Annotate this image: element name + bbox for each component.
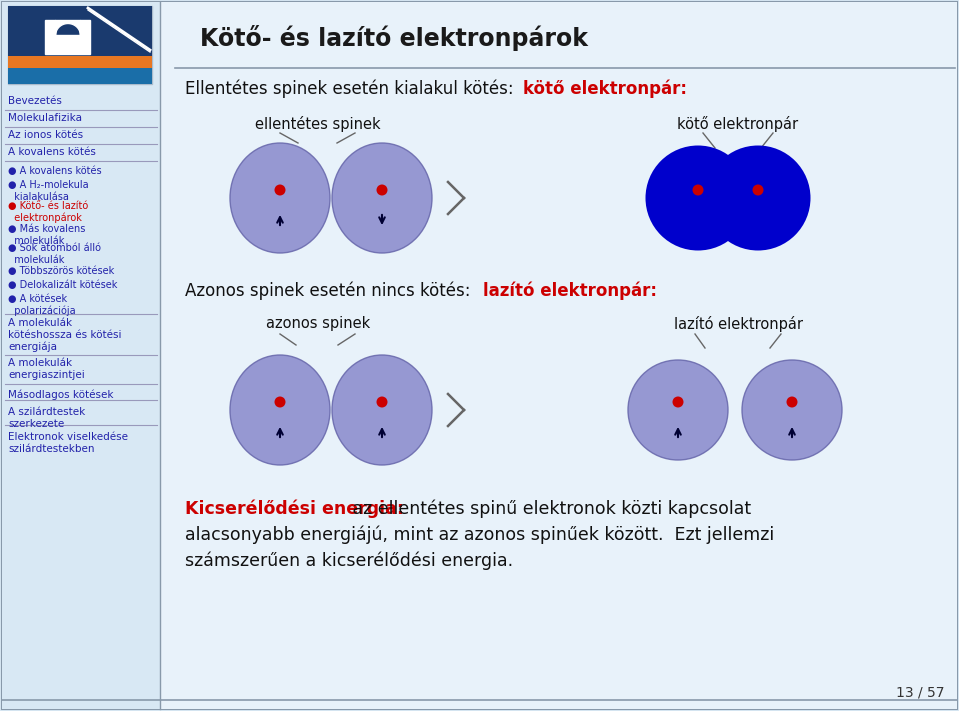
Circle shape <box>274 397 286 407</box>
Ellipse shape <box>332 355 432 465</box>
Text: Az ionos kötés: Az ionos kötés <box>8 130 83 140</box>
Text: 13 / 57: 13 / 57 <box>897 686 945 700</box>
Text: Kicserélődési energia:: Kicserélődési energia: <box>185 500 404 518</box>
Ellipse shape <box>230 143 330 253</box>
Circle shape <box>672 397 684 407</box>
Text: kötő elektronpár:: kötő elektronpár: <box>523 80 687 99</box>
Text: ● A H₂-molekula
  kialakulása: ● A H₂-molekula kialakulása <box>8 180 88 202</box>
Text: ellentétes spinek: ellentétes spinek <box>255 116 381 132</box>
Text: A szilárdtestek
szerkezete: A szilárdtestek szerkezete <box>8 407 85 429</box>
Text: alacsonyabb energiájú, mint az azonos spinűek között.  Ezt jellemzi: alacsonyabb energiájú, mint az azonos sp… <box>185 526 774 545</box>
Text: ● Többszörös kötések: ● Többszörös kötések <box>8 266 114 276</box>
Text: lazító elektronpár: lazító elektronpár <box>673 316 803 332</box>
FancyBboxPatch shape <box>8 56 152 68</box>
Circle shape <box>377 397 387 407</box>
Text: Bevezetés: Bevezetés <box>8 96 62 106</box>
Text: kötő elektronpár: kötő elektronpár <box>677 116 799 132</box>
Circle shape <box>274 184 286 196</box>
Circle shape <box>742 360 842 460</box>
Text: ● Kötő- és lazító
  elektronpárok: ● Kötő- és lazító elektronpárok <box>8 201 88 223</box>
Text: Elektronok viselkedése
szilárdtestekben: Elektronok viselkedése szilárdtestekben <box>8 432 128 454</box>
Circle shape <box>706 146 810 250</box>
Text: ● Sok atomból álló
  molekulák: ● Sok atomból álló molekulák <box>8 243 101 264</box>
Text: Ellentétes spinek esetén kialakul kötés:: Ellentétes spinek esetén kialakul kötés: <box>185 80 519 99</box>
Text: ● Más kovalens
  molekulák: ● Más kovalens molekulák <box>8 224 85 245</box>
Text: A kovalens kötés: A kovalens kötés <box>8 147 96 157</box>
Text: lazító elektronpár:: lazító elektronpár: <box>483 282 657 301</box>
Circle shape <box>377 184 387 196</box>
Ellipse shape <box>332 143 432 253</box>
Text: ● A kötések
  polarizációja: ● A kötések polarizációja <box>8 294 76 316</box>
Text: számszerűen a kicserélődési energia.: számszerűen a kicserélődési energia. <box>185 552 513 570</box>
Circle shape <box>753 184 763 196</box>
FancyBboxPatch shape <box>160 2 957 709</box>
Circle shape <box>786 397 798 407</box>
Circle shape <box>628 360 728 460</box>
Text: Másodlagos kötések: Másodlagos kötések <box>8 390 113 400</box>
Text: ● Delokalizált kötések: ● Delokalizált kötések <box>8 280 117 290</box>
FancyBboxPatch shape <box>8 6 152 84</box>
Text: azonos spinek: azonos spinek <box>266 316 370 331</box>
Text: A molekulák
kötéshossza és kötési
energiája: A molekulák kötéshossza és kötési energi… <box>8 318 122 352</box>
Text: az ellentétes spinű elektronok közti kapcsolat: az ellentétes spinű elektronok közti kap… <box>347 500 751 518</box>
Text: Molekulafizika: Molekulafizika <box>8 113 82 123</box>
Circle shape <box>692 184 704 196</box>
Ellipse shape <box>230 355 330 465</box>
Circle shape <box>645 146 751 250</box>
Polygon shape <box>45 20 90 54</box>
Text: ● A kovalens kötés: ● A kovalens kötés <box>8 166 102 176</box>
FancyBboxPatch shape <box>8 68 152 84</box>
Text: Azonos spinek esetén nincs kötés:: Azonos spinek esetén nincs kötés: <box>185 282 476 301</box>
FancyBboxPatch shape <box>2 2 160 709</box>
Text: Kötő- és lazító elektronpárok: Kötő- és lazító elektronpárok <box>200 25 588 51</box>
Text: A molekulák
energiaszintjei: A molekulák energiaszintjei <box>8 358 84 380</box>
FancyBboxPatch shape <box>8 6 152 56</box>
